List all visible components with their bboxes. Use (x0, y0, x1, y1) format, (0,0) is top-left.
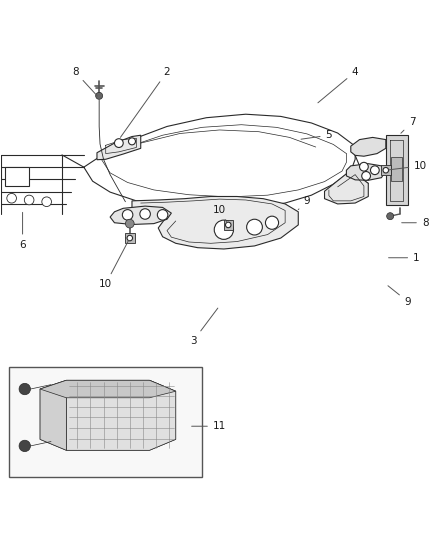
Circle shape (128, 138, 135, 145)
Circle shape (19, 383, 30, 395)
FancyBboxPatch shape (5, 167, 29, 187)
Circle shape (42, 197, 51, 207)
FancyBboxPatch shape (391, 157, 401, 181)
Circle shape (140, 209, 150, 219)
Text: 10: 10 (99, 240, 128, 289)
Circle shape (122, 209, 133, 220)
Text: 8: 8 (71, 67, 97, 96)
Text: 10: 10 (388, 161, 426, 171)
Circle shape (19, 440, 30, 451)
Circle shape (125, 219, 134, 228)
Circle shape (7, 193, 16, 203)
Circle shape (127, 235, 132, 241)
FancyBboxPatch shape (380, 166, 390, 175)
Circle shape (157, 209, 167, 220)
Text: 4: 4 (317, 67, 358, 103)
Polygon shape (40, 380, 66, 450)
Circle shape (265, 216, 278, 229)
Circle shape (24, 195, 34, 205)
Circle shape (246, 219, 262, 235)
Circle shape (359, 163, 367, 171)
Circle shape (361, 172, 370, 180)
Polygon shape (132, 197, 297, 249)
Circle shape (370, 166, 378, 175)
FancyBboxPatch shape (223, 220, 233, 230)
Circle shape (386, 213, 393, 220)
Text: 2: 2 (120, 67, 170, 138)
Text: 11: 11 (191, 421, 226, 431)
Circle shape (214, 220, 233, 239)
FancyBboxPatch shape (10, 367, 201, 477)
Polygon shape (346, 164, 385, 180)
Text: 9: 9 (297, 196, 310, 209)
Text: 10: 10 (212, 205, 226, 222)
Polygon shape (97, 135, 141, 160)
Text: 1: 1 (388, 253, 419, 263)
Circle shape (114, 139, 123, 148)
Polygon shape (324, 170, 367, 204)
Polygon shape (110, 206, 171, 224)
Text: 9: 9 (387, 286, 410, 306)
Circle shape (95, 92, 102, 99)
Polygon shape (66, 380, 175, 450)
Text: 7: 7 (400, 117, 414, 133)
Circle shape (225, 222, 230, 228)
Text: 5: 5 (300, 130, 332, 140)
Polygon shape (350, 138, 385, 156)
Text: 8: 8 (401, 218, 427, 228)
FancyBboxPatch shape (125, 233, 134, 243)
Polygon shape (385, 135, 407, 205)
Circle shape (382, 167, 388, 173)
Text: 3: 3 (190, 308, 217, 346)
Polygon shape (40, 380, 175, 398)
Text: 6: 6 (19, 212, 26, 249)
